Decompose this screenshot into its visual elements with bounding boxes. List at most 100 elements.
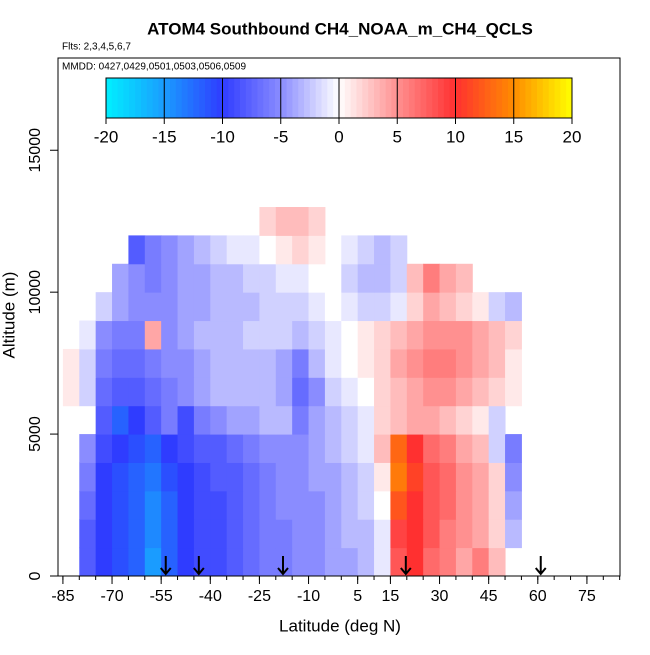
heatmap-cell [95,377,113,407]
colorbar-swatch [321,78,328,118]
colorbar-swatch [158,78,165,118]
heatmap-cell [161,405,179,435]
heatmap-cell [226,490,244,520]
heatmap-cell [243,490,260,520]
y-tick-label: 15000 [27,128,44,173]
heatmap-cell [210,547,228,577]
heatmap-cell [128,519,146,549]
heatmap-cell [95,490,113,520]
heatmap-cell [193,235,211,265]
heatmap-cell [324,462,342,492]
heatmap-cell [324,320,342,350]
heatmap-cell [374,519,391,549]
colorbar-swatch [449,78,456,118]
heatmap-cell [193,263,211,293]
colorbar-swatch [274,78,282,118]
colorbar-swatch [472,78,480,118]
heatmap-cell [390,377,408,407]
heatmap-cell [259,547,277,577]
heatmap-cell [161,320,179,350]
heatmap-cell [374,434,391,463]
heatmap-cell [390,292,408,322]
heatmap-cell [390,263,408,293]
heatmap-cell [144,377,162,407]
heatmap-cell [210,292,228,322]
heatmap-cell [423,434,441,463]
heatmap-cell [455,434,473,463]
heatmap-cell [62,348,80,378]
heatmap-cell [308,292,326,322]
y-tick-label: 10000 [27,270,44,315]
heatmap-cell [193,519,211,549]
heatmap-cell [210,377,228,407]
heatmap-cell [161,263,179,293]
heatmap-cell [226,519,244,549]
heatmap-cell [177,263,195,293]
heatmap-cell [488,292,506,322]
colorbar-swatch [292,78,299,118]
heatmap-cell [390,348,408,378]
heatmap-cell [177,519,195,549]
colorbar-swatch [344,78,352,118]
colorbar-swatch [537,78,544,118]
heatmap-cell [308,235,326,265]
annotation: MMDD: 0427,0429,0501,0503,0506,0509 [62,62,246,73]
heatmap-cell [406,519,424,549]
colorbar-swatch [362,78,369,118]
heatmap-cell [210,519,228,549]
colorbar-swatch [135,78,142,118]
heatmap-cell [390,320,408,350]
heatmap-cell [505,462,522,492]
colorbar-swatch [257,78,264,118]
heatmap-cell [324,405,342,435]
heatmap-cell [210,462,228,492]
colorbar-swatch [170,78,177,118]
colorbar-swatch [146,78,154,118]
colorbar-swatch [164,78,171,118]
heatmap-cell [406,405,424,435]
heatmap-cell [374,320,391,350]
heatmap-cell [177,235,195,265]
heatmap-cell [357,547,375,577]
heatmap-cell [292,320,310,350]
colorbar-swatch [408,78,416,118]
heatmap-cell [193,490,211,520]
x-tick-label: -40 [199,588,222,605]
colorbar-swatch [502,78,509,118]
heatmap-cell [308,434,326,463]
heatmap-cell [210,348,228,378]
heatmap-cell [472,547,490,577]
heatmap-cell [324,292,342,322]
heatmap-cell [161,292,179,322]
heatmap-cell [144,263,162,293]
heatmap-cell [193,348,211,378]
heatmap-cell [455,320,473,350]
heatmap-cell [95,434,113,463]
heatmap-cell [292,348,310,378]
heatmap-cell [144,235,162,265]
heatmap-cell [357,434,375,463]
colorbar-swatch [175,78,183,118]
heatmap-cell [128,348,146,378]
colorbar-swatch [210,78,218,118]
heatmap-cell [292,377,310,407]
heatmap-cell [193,320,211,350]
heatmap-cell [193,377,211,407]
colorbar-swatch [333,78,340,118]
heatmap-cell [226,547,244,577]
heatmap-cell [161,462,179,492]
colorbar-swatch [187,78,194,118]
heatmap-cell [488,519,506,549]
heatmap-cell [193,462,211,492]
heatmap-cell [226,405,244,435]
heatmap-cell [275,519,293,549]
colorbar-swatch [309,78,317,118]
heatmap-cell [259,490,277,520]
heatmap-cell [128,263,146,293]
heatmap-cell [439,434,457,463]
heatmap-cell [226,263,244,293]
colorbar-tick-label: -10 [210,127,235,146]
heatmap-cell [357,377,375,407]
heatmap-cell [275,490,293,520]
